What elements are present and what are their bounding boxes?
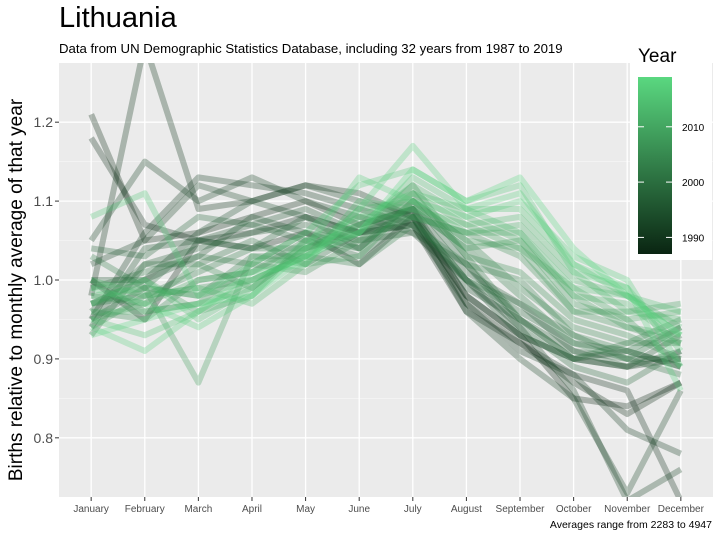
legend-tick-label: 1990 [682, 233, 705, 244]
series-line-2013 [90, 198, 682, 323]
series-line-1987 [89, 213, 683, 410]
series-line-1997 [89, 221, 683, 370]
series-line-2005 [90, 182, 683, 362]
x-tick-label: October [556, 504, 592, 515]
series-line-1991 [88, 174, 683, 457]
series-line-2017 [90, 174, 684, 369]
series-line-1988 [88, 113, 683, 418]
series-line-2019 [90, 166, 683, 339]
legend-tick-label: 2000 [682, 178, 705, 189]
x-tick-label: January [73, 504, 109, 515]
series-line-1992 [88, 158, 683, 497]
y-axis-title: Births relative to monthly average of th… [6, 98, 27, 481]
series-line-2014 [89, 174, 682, 323]
series-line-2006 [89, 213, 682, 346]
x-tick-label: July [404, 504, 422, 515]
series-line-1999 [89, 198, 683, 386]
series-line-2010 [90, 190, 682, 323]
series-line-2016 [89, 166, 684, 353]
y-tick-label: 1.0 [34, 272, 54, 288]
chart-subtitle: Data from UN Demographic Statistics Data… [59, 41, 563, 56]
legend-title: Year [638, 46, 677, 67]
x-tick-label: September [496, 504, 546, 515]
x-tick-label: May [296, 504, 315, 515]
series-line-2015 [90, 190, 683, 339]
series-line-1994 [89, 198, 682, 370]
series-line-2018 [89, 142, 684, 392]
series-line-2012 [91, 182, 683, 346]
series-group [88, 63, 684, 497]
series-line-1996 [91, 206, 681, 362]
legend-colorbar: 1990 2000 2010 [638, 77, 705, 254]
series-line-1998 [90, 213, 682, 370]
y-tick-label: 1.1 [34, 193, 54, 209]
y-tick-label: 0.9 [34, 351, 54, 367]
series-line-2009 [90, 213, 682, 339]
series-line-2002 [90, 206, 683, 362]
x-tick-label: December [658, 504, 705, 515]
chart-title: Lithuania [59, 2, 177, 34]
year-legend: Year 1990 2000 2010 [630, 42, 712, 260]
x-tick-label: March [184, 504, 212, 515]
series-line-1995 [88, 206, 682, 370]
x-tick-label: August [451, 504, 482, 515]
x-tick-label: April [242, 504, 262, 515]
x-tick-label: November [604, 504, 651, 515]
y-tick-label: 0.8 [34, 430, 54, 446]
series-line-1989 [88, 136, 683, 497]
legend-tick-label: 2010 [682, 123, 705, 134]
chart-caption: Averages range from 2283 to 4947 [549, 519, 712, 531]
series-line-2001 [90, 190, 681, 362]
y-tick-label: 1.2 [34, 114, 54, 130]
series-line-1990 [88, 63, 682, 370]
series-line-2007 [89, 206, 683, 370]
series-line-2011 [90, 198, 683, 330]
series-line-2008 [90, 198, 682, 386]
series-line-1993 [89, 182, 684, 497]
colorbar-gradient [638, 77, 672, 254]
series-line-2000 [88, 213, 682, 378]
series-line-2004 [90, 198, 683, 347]
x-tick-label: June [348, 504, 370, 515]
x-tick-label: February [125, 504, 165, 515]
series-line-2003 [89, 221, 683, 354]
